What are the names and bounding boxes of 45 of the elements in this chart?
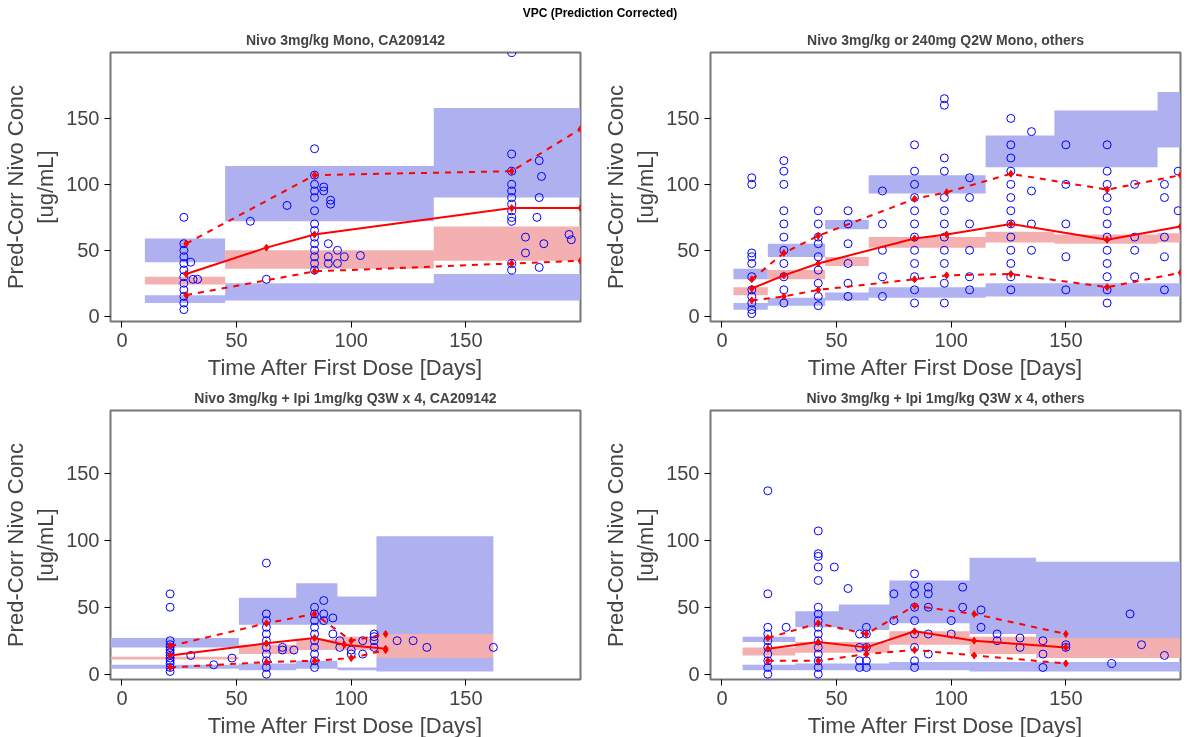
y-tick-label: 100 bbox=[66, 529, 100, 552]
x-tick-label: 100 bbox=[934, 686, 968, 709]
x-tick-label: 50 bbox=[825, 686, 848, 709]
y-tick-label: 0 bbox=[88, 663, 100, 686]
y-tick-label: 0 bbox=[688, 663, 700, 686]
x-axis-title: Time After First Dose [Days] bbox=[807, 712, 1083, 737]
y-tick-label: 150 bbox=[666, 107, 700, 130]
text: VPC (Prediction Corrected) bbox=[521, 5, 679, 22]
chart-title: Nivo 3mg/kg + Ipi 1mg/kg Q3W x 4, others bbox=[806, 389, 1085, 406]
x-tick-label: 0 bbox=[716, 328, 728, 351]
y-tick-label: 50 bbox=[677, 239, 700, 262]
x-tick-label: 150 bbox=[449, 328, 483, 351]
y-tick-label: 150 bbox=[66, 107, 100, 130]
x-tick-label: 0 bbox=[116, 328, 128, 351]
x-tick-label: 0 bbox=[116, 686, 128, 709]
y-tick-label: 50 bbox=[77, 596, 100, 619]
y-tick-label: 0 bbox=[88, 305, 100, 328]
x-tick-label: 50 bbox=[225, 686, 248, 709]
y-tick-label: 50 bbox=[77, 239, 100, 262]
y-tick-label: 0 bbox=[688, 305, 700, 328]
x-tick-label: 150 bbox=[1049, 686, 1083, 709]
chart-title: Nivo 3mg/kg Mono, CA209142 bbox=[245, 31, 446, 48]
y-tick-label: 100 bbox=[66, 173, 100, 196]
x-axis-title: Time After First Dose [Days] bbox=[207, 354, 483, 380]
x-tick-label: 100 bbox=[334, 328, 368, 351]
x-tick-label: 100 bbox=[934, 328, 968, 351]
y-axis-title: Pred-Corr Nivo Conc [ug/mL] bbox=[603, 442, 659, 648]
x-tick-label: 150 bbox=[449, 686, 483, 709]
x-tick-label: 100 bbox=[334, 686, 368, 709]
chart-title: Nivo 3mg/kg or 240mg Q2W Mono, others bbox=[807, 31, 1085, 48]
x-tick-label: 0 bbox=[716, 686, 728, 709]
y-tick-label: 100 bbox=[666, 529, 700, 552]
x-axis-title: Time After First Dose [Days] bbox=[207, 712, 483, 737]
y-tick-label: 150 bbox=[66, 462, 100, 485]
y-tick-label: 50 bbox=[677, 596, 700, 619]
x-axis-title: Time After First Dose [Days] bbox=[807, 354, 1083, 380]
chart-title: Nivo 3mg/kg + Ipi 1mg/kg Q3W x 4, CA209142 bbox=[194, 389, 497, 406]
y-axis-title: Pred-Corr Nivo Conc [ug/mL] bbox=[3, 442, 59, 648]
x-tick-label: 150 bbox=[1049, 328, 1083, 351]
y-axis-title: Pred-Corr Nivo Conc [ug/mL] bbox=[603, 84, 659, 290]
y-axis-title: Pred-Corr Nivo Conc [ug/mL] bbox=[3, 84, 59, 290]
y-tick-label: 100 bbox=[666, 173, 700, 196]
x-tick-label: 50 bbox=[825, 328, 848, 351]
y-tick-label: 150 bbox=[666, 462, 700, 485]
x-tick-label: 50 bbox=[225, 328, 248, 351]
